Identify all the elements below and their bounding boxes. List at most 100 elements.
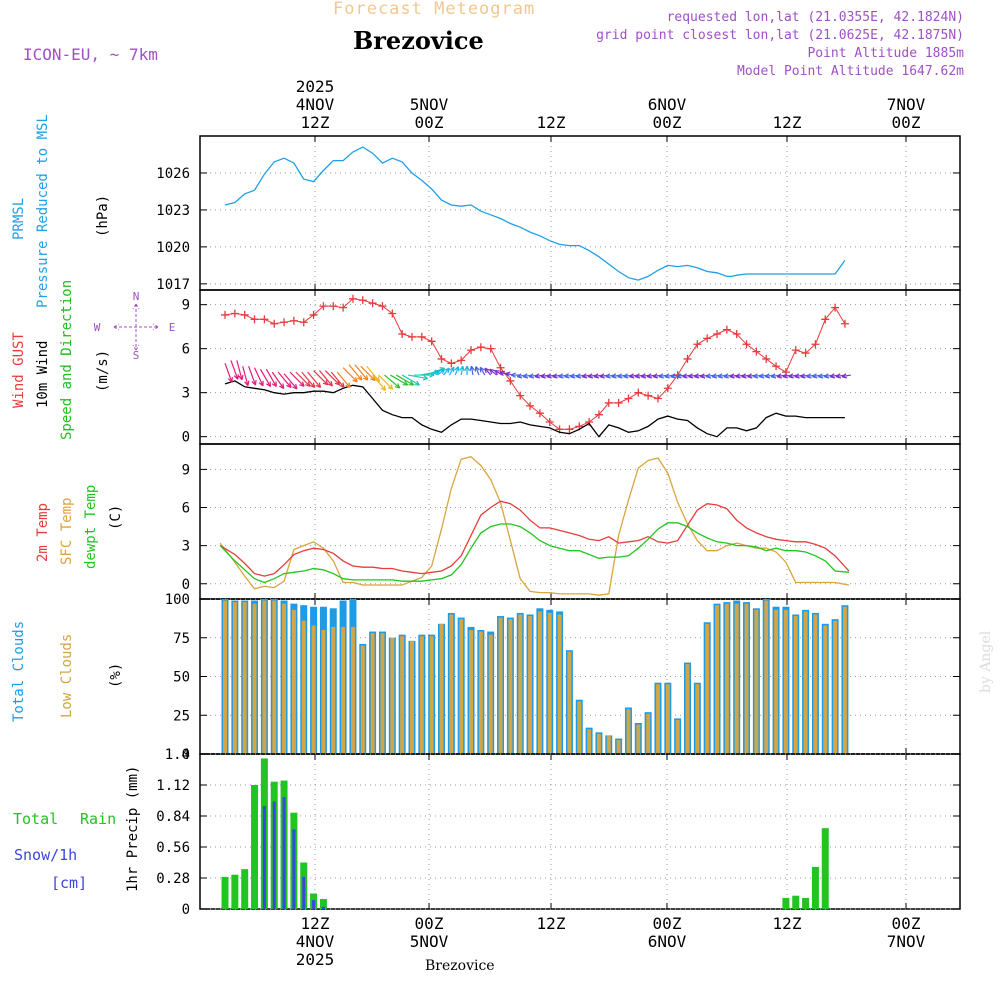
requested-coords: requested lon,lat (21.0355E, 42.1824N): [666, 10, 964, 25]
wind-dir-arrowhead: [534, 373, 540, 379]
compass-w: W: [94, 321, 101, 334]
low-cloud-bar: [685, 664, 690, 754]
rain-bar: [221, 876, 229, 909]
gust-marker: [604, 398, 613, 407]
wind-dir-arrow: [313, 370, 329, 386]
low-cloud-bar: [587, 729, 592, 754]
low-cloud-bar: [252, 603, 257, 754]
wind-dir-arrow: [384, 374, 401, 389]
gust-marker: [742, 340, 751, 349]
wind-dir-arrowhead: [449, 366, 455, 373]
gust-marker: [319, 302, 328, 311]
wind-dir-arrowhead: [694, 373, 700, 379]
low-cloud-bar: [646, 713, 651, 754]
gust-marker: [585, 418, 594, 426]
gust-marker: [368, 299, 377, 308]
rain-bar: [811, 866, 819, 909]
low-clouds-label: Low Clouds: [59, 634, 75, 718]
y-tick-label: 6: [182, 342, 190, 358]
wind-dir-arrow: [360, 365, 376, 381]
point-altitude: Point Altitude 1885m: [807, 46, 964, 61]
wind-label: 10m Wind: [35, 341, 51, 408]
wind-dir-arrowhead: [676, 373, 682, 379]
gust-marker: [221, 310, 230, 319]
wind-dir-arrow: [348, 364, 363, 381]
wind-dir-arrowhead: [735, 373, 741, 379]
gust-marker: [388, 309, 397, 318]
wind-dir-arrowhead: [479, 366, 485, 373]
wind-dir-arrowhead: [823, 373, 830, 379]
wind-dir-arrowhead: [299, 381, 305, 387]
low-cloud-bar: [272, 600, 277, 754]
y-tick-label: 0: [182, 902, 190, 918]
wind-dir-arrow: [224, 363, 233, 383]
low-cloud-bar: [429, 636, 434, 754]
wind-dir-arrow: [454, 366, 459, 376]
gust-marker: [260, 315, 269, 324]
top-tick-label: 12Z: [301, 113, 330, 132]
gust-marker: [329, 302, 338, 311]
low-cloud-bar: [242, 602, 247, 754]
low-cloud-bar: [232, 602, 237, 754]
gust-marker: [457, 356, 466, 365]
wind-unit-label: (m/s): [95, 350, 111, 392]
precip-unit-label: 1hr Precip (mm): [125, 766, 141, 892]
wind-dir-arrowhead: [634, 373, 641, 379]
wind-dir-arrow: [324, 370, 340, 386]
compass-e: E: [169, 321, 176, 334]
wind-dir-arrow: [248, 366, 257, 386]
compass-rose: N W E S: [94, 290, 176, 362]
low-cloud-bar: [469, 630, 474, 754]
wind-dir-arrowhead: [499, 370, 505, 376]
panel-pressure: 1017 1020 1023 1026 PRMSL Pressure Reduced to…: [11, 114, 961, 308]
low-cloud-bar: [508, 619, 513, 754]
low-cloud-bar: [616, 740, 621, 754]
top-tick-label: 4NOV: [296, 95, 335, 114]
wind-dir-arrow: [230, 360, 239, 380]
gust-marker: [467, 346, 476, 355]
wind-dir-arrowhead: [414, 380, 420, 386]
panel-clouds: 0 25 50 75 100 Total Clouds Low Clouds (%): [11, 592, 961, 763]
wind-dir-arrowhead: [362, 375, 369, 381]
low-cloud-bar: [734, 603, 739, 754]
wind-dir-arrowhead: [658, 373, 664, 379]
wind-dir-arrow: [494, 370, 503, 376]
wind-dir-arrowhead: [664, 373, 670, 379]
wind-dir-arrow: [443, 367, 450, 376]
pressure-full-label: Pressure Reduced to MSL: [35, 114, 51, 308]
gust-marker: [663, 384, 672, 393]
wind-dir-arrowhead: [564, 373, 570, 379]
total-clouds-label: Total Clouds: [11, 621, 27, 722]
wind-dir-arrow: [448, 366, 455, 376]
rain-bar: [782, 897, 790, 909]
rain-bar: [792, 895, 800, 909]
wind-dir-arrowhead: [315, 382, 322, 389]
wind-speed-line: [224, 380, 845, 438]
snow-bar: [272, 801, 276, 909]
gust-marker: [230, 309, 239, 318]
low-cloud-bar: [774, 609, 779, 754]
rain-bar: [821, 828, 829, 909]
wind-dir-arrowhead: [747, 373, 753, 379]
low-cloud-bar: [528, 616, 533, 754]
top-tick-label: 00Z: [892, 113, 921, 132]
wind-dir-arrowhead: [640, 373, 647, 379]
y-tick-label: 3: [182, 539, 190, 555]
panel-wind: 0 3 6 9 Wind GUST 10m Wind Speed and Direction…: [11, 280, 961, 446]
wind-dir-arrowhead: [729, 373, 735, 379]
y-tick-label: 1023: [156, 203, 190, 219]
y-tick-label: 0: [182, 747, 190, 763]
low-cloud-bar: [793, 616, 798, 754]
gust-marker: [831, 303, 840, 312]
y-tick-label: 0: [182, 577, 190, 593]
wind-dir-arrow: [378, 374, 394, 390]
wind-dir-arrow: [437, 368, 445, 376]
gust-line: [224, 298, 846, 430]
bottom-tick-label: 12Z: [537, 914, 566, 933]
wind-dir-arrow: [277, 371, 292, 388]
wind-dir-arrowhead: [764, 373, 771, 379]
panel-frame: [199, 443, 961, 600]
gust-marker: [289, 316, 298, 325]
gust-marker: [447, 359, 456, 368]
low-cloud-bar: [390, 637, 395, 754]
